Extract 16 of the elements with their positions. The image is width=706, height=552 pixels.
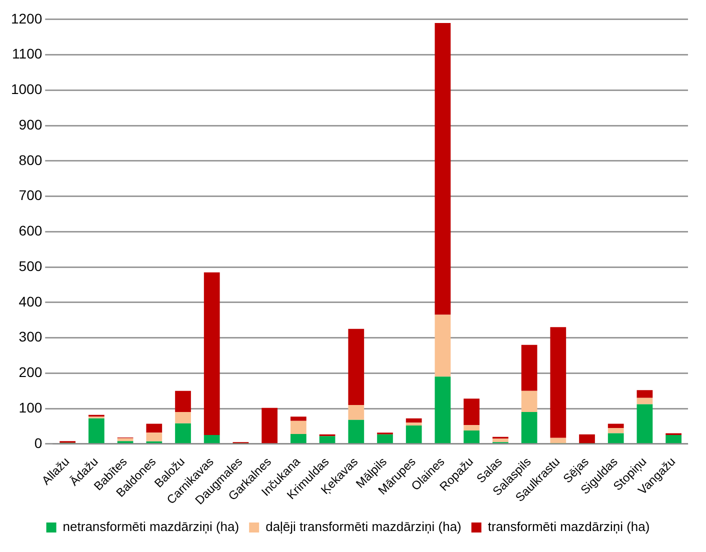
y-tick-label: 600 [18, 222, 42, 239]
legend-label: netransformēti mazdārziņi (ha) [62, 519, 240, 534]
legend-label: daļēji transformēti mazdārziņi (ha) [266, 519, 462, 534]
y-tick-label: 0 [34, 434, 42, 451]
y-tick-label: 1200 [10, 10, 42, 26]
y-tick-label: 900 [18, 116, 42, 132]
y-tick-label: 300 [18, 328, 42, 345]
y-tick-label: 100 [18, 399, 42, 416]
y-tick-label: 400 [18, 293, 42, 310]
y-tick-label: 1100 [12, 46, 42, 62]
y-tick-label: 800 [18, 152, 42, 168]
y-tick-label: 1000 [10, 81, 42, 98]
y-tick-label: 200 [18, 364, 42, 380]
y-tick-label: 700 [18, 187, 42, 204]
legend-label: transformēti mazdārziņi (ha) [488, 519, 650, 534]
y-tick-label: 500 [18, 258, 42, 274]
